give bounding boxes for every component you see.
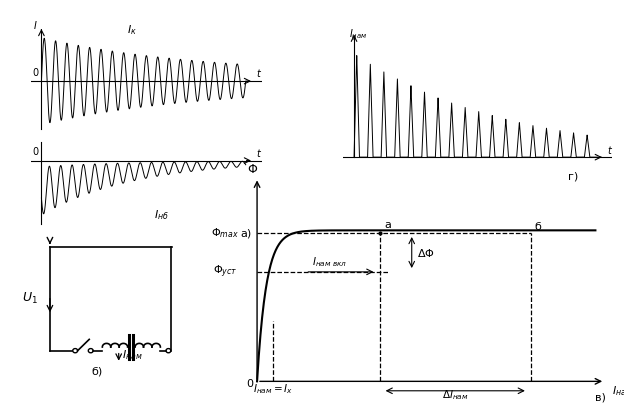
Text: $I_{нам\ вкл}$: $I_{нам\ вкл}$ xyxy=(312,255,347,269)
Text: $I_{нам}$: $I_{нам}$ xyxy=(349,27,367,41)
Text: $t$: $t$ xyxy=(607,144,613,156)
Text: б): б) xyxy=(91,367,102,377)
Text: $I_{нам}=I_х$: $I_{нам}=I_х$ xyxy=(253,383,293,396)
Text: $I_{нб}$: $I_{нб}$ xyxy=(154,208,168,222)
Text: $t$: $t$ xyxy=(256,147,262,160)
Text: а: а xyxy=(384,221,391,230)
Text: $I_{нам}$: $I_{нам}$ xyxy=(122,348,142,362)
Text: $\Phi_{уст}$: $\Phi_{уст}$ xyxy=(213,264,237,280)
Text: $\Phi_{max}$: $\Phi_{max}$ xyxy=(211,226,239,240)
Text: б: б xyxy=(534,222,541,232)
Text: $I_{нам}$: $I_{нам}$ xyxy=(612,384,624,398)
Text: $0$: $0$ xyxy=(32,145,39,157)
Text: в): в) xyxy=(595,392,607,402)
Text: $U_1$: $U_1$ xyxy=(22,291,37,306)
Text: $\Delta\Phi$: $\Delta\Phi$ xyxy=(417,246,434,259)
Text: $I_к$: $I_к$ xyxy=(127,23,137,37)
Text: $\Delta I_{нам}$: $\Delta I_{нам}$ xyxy=(442,388,469,402)
Text: $0$: $0$ xyxy=(32,65,39,78)
Text: $\Phi$: $\Phi$ xyxy=(246,162,258,176)
Text: $t$: $t$ xyxy=(256,67,262,79)
Text: г): г) xyxy=(568,172,578,182)
Text: $I$: $I$ xyxy=(33,19,37,31)
Text: а): а) xyxy=(240,228,251,238)
Text: $0$: $0$ xyxy=(246,377,255,389)
